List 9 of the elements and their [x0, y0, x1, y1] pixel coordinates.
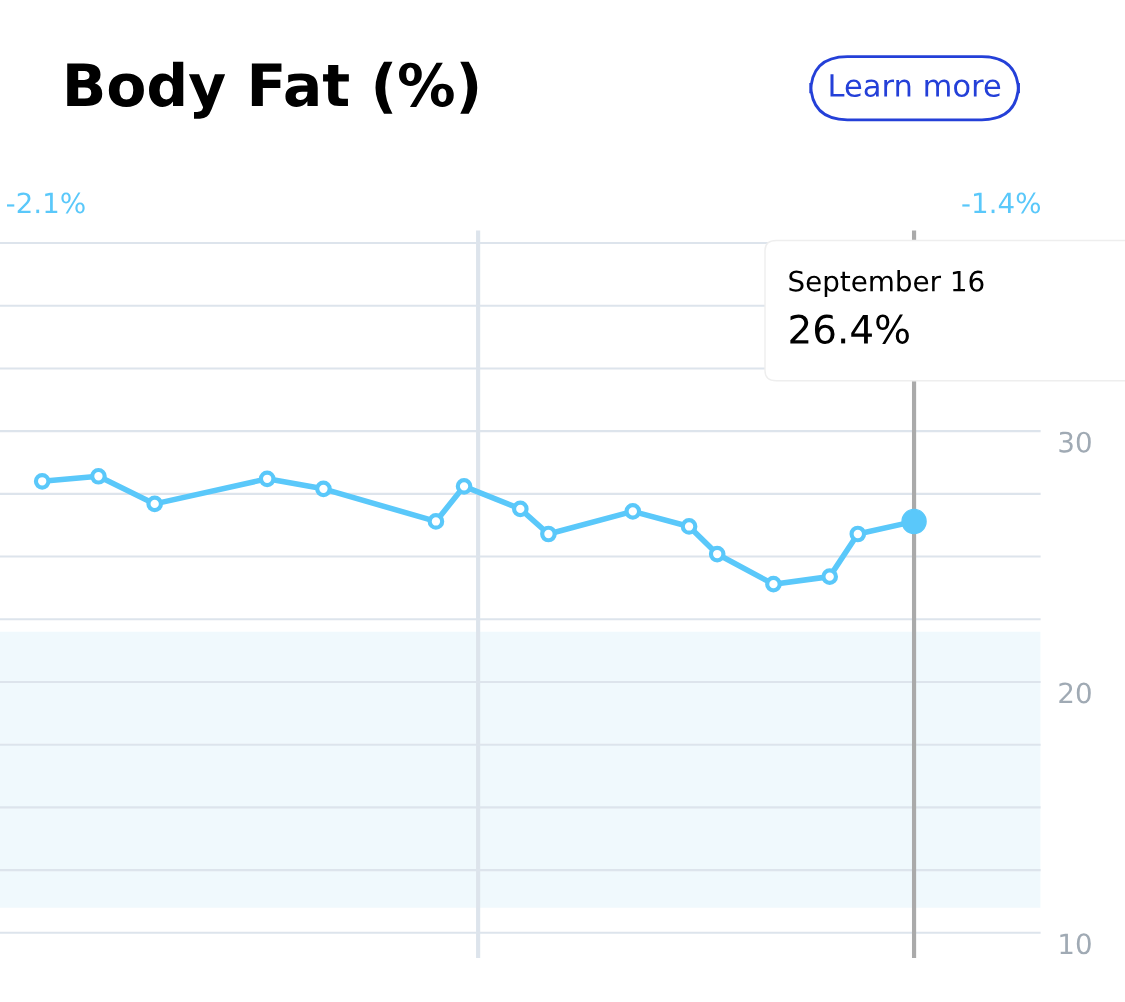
annotation: September 16 — [789, 270, 984, 298]
annotation: 26.4% — [790, 314, 909, 344]
y-tick-label: 10 — [1060, 933, 1091, 955]
y-tick-label: 30 — [1059, 431, 1091, 453]
chart-title: Body Fat (%) — [67, 61, 478, 119]
text: -1.4% — [962, 192, 1041, 214]
y-tick-label: 20 — [1059, 682, 1091, 704]
text: -2.1% — [6, 192, 85, 214]
text: Learn more — [830, 74, 1001, 98]
